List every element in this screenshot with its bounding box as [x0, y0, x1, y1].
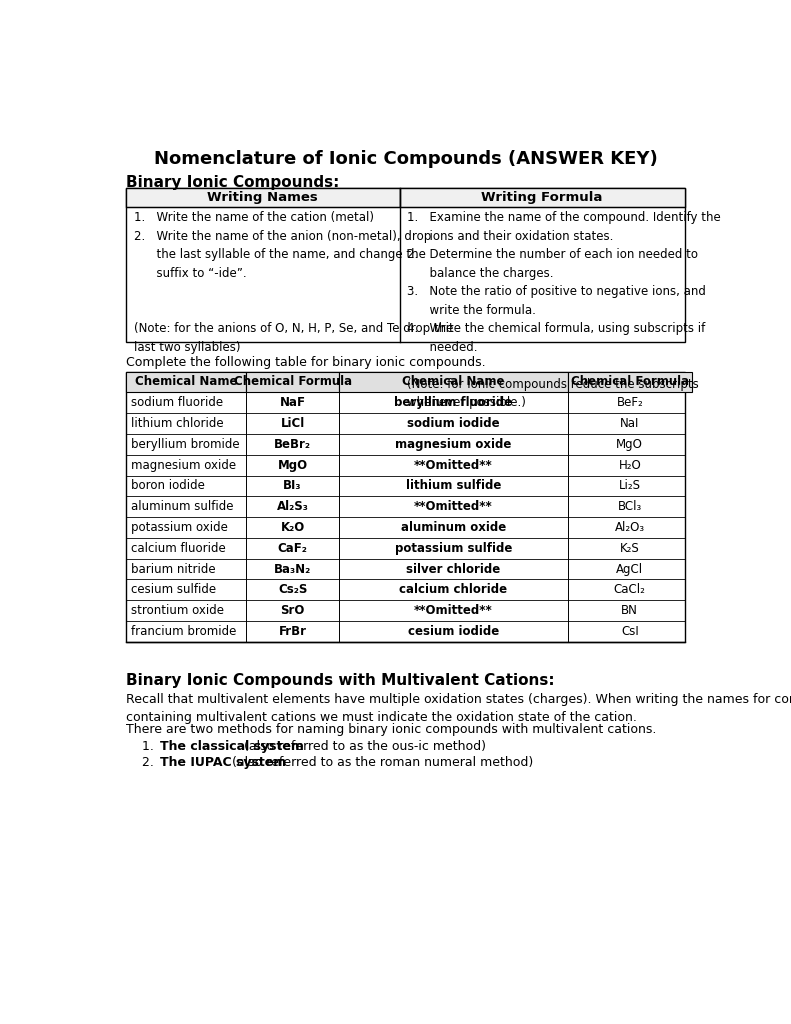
Text: (also referred to as the ous-ic method): (also referred to as the ous-ic method)	[240, 740, 486, 754]
Bar	[126, 372, 685, 642]
Text: potassium sulfide: potassium sulfide	[395, 542, 512, 555]
Text: lithium chloride: lithium chloride	[131, 417, 223, 430]
Bar	[126, 372, 246, 392]
Text: K₂O: K₂O	[281, 521, 305, 534]
Text: Chemical Formula: Chemical Formula	[570, 376, 689, 388]
Text: AgCl: AgCl	[616, 562, 643, 575]
Text: BN: BN	[621, 604, 638, 617]
Text: Binary Ionic Compounds with Multivalent Cations:: Binary Ionic Compounds with Multivalent …	[126, 673, 554, 688]
Text: cesium sulfide: cesium sulfide	[131, 584, 216, 596]
Bar	[246, 372, 339, 392]
Text: BeBr₂: BeBr₂	[274, 438, 311, 451]
Text: Writing Names: Writing Names	[207, 191, 318, 204]
Text: Nomenclature of Ionic Compounds (ANSWER KEY): Nomenclature of Ionic Compounds (ANSWER …	[153, 150, 657, 168]
Text: aluminum sulfide: aluminum sulfide	[131, 501, 233, 513]
Text: Recall that multivalent elements have multiple oxidation states (charges). When : Recall that multivalent elements have mu…	[126, 692, 791, 724]
Text: MgO: MgO	[616, 438, 643, 451]
Text: sodium fluoride: sodium fluoride	[131, 396, 223, 410]
Text: Chemical Formula: Chemical Formula	[233, 376, 352, 388]
Bar	[568, 372, 692, 392]
Text: BI₃: BI₃	[283, 479, 302, 493]
Text: **Omitted**: **Omitted**	[414, 459, 493, 472]
Bar	[399, 188, 685, 207]
Text: magnesium oxide: magnesium oxide	[396, 438, 512, 451]
Text: CsI: CsI	[621, 625, 638, 638]
Text: Binary Ionic Compounds:: Binary Ionic Compounds:	[126, 175, 339, 190]
Text: CaCl₂: CaCl₂	[614, 584, 645, 596]
Text: silver chloride: silver chloride	[407, 562, 501, 575]
Text: K₂S: K₂S	[620, 542, 640, 555]
Bar	[126, 188, 399, 207]
Text: LiCl: LiCl	[281, 417, 305, 430]
Text: 2.: 2.	[142, 756, 165, 769]
Text: strontium oxide: strontium oxide	[131, 604, 224, 617]
Text: beryllium bromide: beryllium bromide	[131, 438, 239, 451]
Text: beryllium fluoride: beryllium fluoride	[395, 396, 513, 410]
Text: There are two methods for naming binary ionic compounds with multivalent cations: There are two methods for naming binary …	[126, 724, 657, 736]
Text: Writing Formula: Writing Formula	[482, 191, 603, 204]
Text: calcium chloride: calcium chloride	[399, 584, 508, 596]
Text: NaF: NaF	[280, 396, 305, 410]
Text: Al₂O₃: Al₂O₃	[615, 521, 645, 534]
Text: potassium oxide: potassium oxide	[131, 521, 228, 534]
Text: boron iodide: boron iodide	[131, 479, 205, 493]
Text: The IUPAC system: The IUPAC system	[160, 756, 286, 769]
Text: FrBr: FrBr	[278, 625, 307, 638]
Text: lithium sulfide: lithium sulfide	[406, 479, 501, 493]
Text: calcium fluoride: calcium fluoride	[131, 542, 225, 555]
Text: The classical system: The classical system	[160, 740, 304, 754]
Text: 1.   Write the name of the cation (metal)
2.   Write the name of the anion (non-: 1. Write the name of the cation (metal) …	[134, 211, 453, 354]
Text: 1.   Examine the name of the compound. Identify the
      ions and their oxidati: 1. Examine the name of the compound. Ide…	[407, 211, 721, 410]
Text: francium bromide: francium bromide	[131, 625, 236, 638]
Text: Li₂S: Li₂S	[619, 479, 641, 493]
Text: aluminum oxide: aluminum oxide	[401, 521, 506, 534]
Text: barium nitride: barium nitride	[131, 562, 215, 575]
Text: Ba₃N₂: Ba₃N₂	[274, 562, 311, 575]
Text: 1.: 1.	[142, 740, 165, 754]
Text: MgO: MgO	[278, 459, 308, 472]
Text: CaF₂: CaF₂	[278, 542, 308, 555]
Text: **Omitted**: **Omitted**	[414, 604, 493, 617]
Text: (also referred to as the roman numeral method): (also referred to as the roman numeral m…	[229, 756, 534, 769]
Text: BCl₃: BCl₃	[618, 501, 642, 513]
Text: cesium iodide: cesium iodide	[408, 625, 499, 638]
Text: SrO: SrO	[281, 604, 305, 617]
Text: BeF₂: BeF₂	[616, 396, 643, 410]
Text: Cs₂S: Cs₂S	[278, 584, 308, 596]
Bar	[126, 188, 685, 342]
Text: **Omitted**: **Omitted**	[414, 501, 493, 513]
Text: sodium iodide: sodium iodide	[407, 417, 500, 430]
Text: magnesium oxide: magnesium oxide	[131, 459, 236, 472]
Text: NaI: NaI	[620, 417, 639, 430]
Text: H₂O: H₂O	[619, 459, 642, 472]
Text: Chemical Name: Chemical Name	[134, 376, 237, 388]
Bar	[339, 372, 568, 392]
Text: Chemical Name: Chemical Name	[402, 376, 505, 388]
Text: Complete the following table for binary ionic compounds.: Complete the following table for binary …	[126, 356, 486, 370]
Text: Al₂S₃: Al₂S₃	[277, 501, 308, 513]
